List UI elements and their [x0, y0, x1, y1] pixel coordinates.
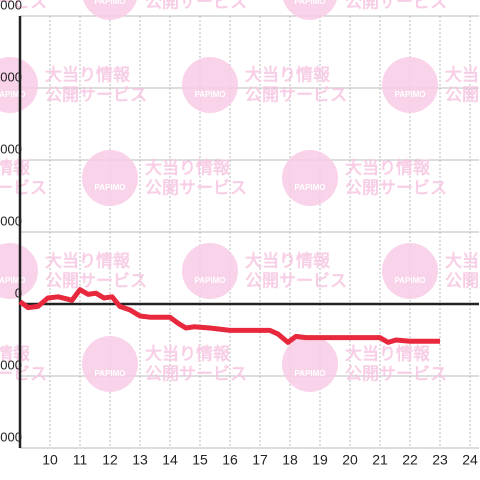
- watermark-logo-text: PAPIMO: [295, 0, 326, 6]
- series-line: [18, 287, 440, 345]
- watermark-logo: [382, 57, 438, 113]
- watermark-text: 公開サービス: [0, 364, 47, 383]
- watermark-logo: [283, 0, 337, 20]
- watermark-text: 大当り情報: [445, 250, 480, 270]
- y-tick-label: 0: [15, 285, 22, 300]
- watermark-text: 公開サービス: [345, 178, 447, 197]
- watermark-logo-text: PAPIMO: [295, 183, 326, 192]
- watermark-text: 大当り情報: [345, 343, 431, 363]
- watermark-text: 公開サービス: [245, 271, 347, 290]
- watermark-text: 公開サービス: [345, 0, 447, 11]
- y-tick-label: -6,000: [0, 429, 22, 444]
- watermark-logo-text: PAPIMO: [0, 90, 25, 99]
- watermark-logo: [182, 243, 238, 299]
- watermark-text: 公開サービス: [0, 178, 47, 197]
- watermark-text: 大当り情報: [45, 64, 131, 84]
- watermark-logo: [83, 0, 137, 20]
- watermark-logo: [282, 336, 338, 392]
- x-tick-label: 24: [462, 452, 478, 468]
- x-tick-label: 15: [192, 452, 208, 468]
- y-tick-label: 9,000: [0, 69, 22, 84]
- watermark-text: 大当り情報: [245, 64, 331, 84]
- watermark-logo-text: PAPIMO: [295, 369, 326, 378]
- watermark-logo-text: PAPIMO: [395, 90, 426, 99]
- x-tick-label: 12: [102, 452, 118, 468]
- watermark-logo-text: PAPIMO: [0, 276, 25, 285]
- y-tick-label: 6,000: [0, 141, 22, 156]
- x-tick-label: 16: [222, 452, 238, 468]
- x-tick-label: 14: [162, 452, 178, 468]
- watermark-text: 公開サービス: [245, 85, 347, 104]
- watermark-text: 公開サービス: [445, 271, 480, 290]
- x-tick-label: 18: [282, 452, 298, 468]
- watermark-logo-text: PAPIMO: [195, 90, 226, 99]
- watermark-text: 大当り情報: [345, 157, 431, 177]
- x-tick-label: 10: [42, 452, 58, 468]
- watermark-logo: [382, 243, 438, 299]
- x-tick-label: 17: [252, 452, 268, 468]
- watermark-text: 公開サービス: [345, 364, 447, 383]
- watermark-text: 公開サービス: [145, 364, 247, 383]
- watermark-logo-text: PAPIMO: [395, 276, 426, 285]
- watermark-text: 大当り情報: [0, 343, 31, 363]
- watermark-text: 公開サービス: [445, 85, 480, 104]
- watermark-logo-text: PAPIMO: [95, 183, 126, 192]
- y-tick-label: 3,000: [0, 213, 22, 228]
- watermark-text: 公開サービス: [145, 178, 247, 197]
- x-tick-label: 21: [372, 452, 388, 468]
- watermark-text: 公開サービス: [0, 0, 47, 11]
- x-tick-label: 11: [73, 452, 88, 468]
- watermark-text: 大当り情報: [445, 64, 480, 84]
- watermark-text: 公開サービス: [45, 85, 147, 104]
- y-tick-label: 12,000: [0, 0, 22, 12]
- watermark-text: 大当り情報: [145, 343, 231, 363]
- watermark-text: 公開サービス: [45, 271, 147, 290]
- x-tick-label: 19: [312, 452, 328, 468]
- watermark-logo-text: PAPIMO: [195, 276, 226, 285]
- watermark: PAPIMO大当り情報公開サービスPAPIMO大当り情報公開サービスPAPIMO…: [0, 0, 480, 392]
- watermark-logo: [182, 57, 238, 113]
- watermark-logo-text: PAPIMO: [95, 369, 126, 378]
- watermark-text: 大当り情報: [145, 157, 231, 177]
- y-tick-label: -3,000: [0, 357, 22, 372]
- x-tick-label: 22: [402, 452, 418, 468]
- watermark-text: 大当り情報: [0, 157, 31, 177]
- watermark-logo: [282, 150, 338, 206]
- x-tick-label: 20: [342, 452, 358, 468]
- watermark-text: 大当り情報: [45, 250, 131, 270]
- x-tick-label: 23: [432, 452, 448, 468]
- watermark-text: 大当り情報: [245, 250, 331, 270]
- watermark-logo: [82, 336, 138, 392]
- watermark-logo: [82, 150, 138, 206]
- watermark-logo-text: PAPIMO: [95, 0, 126, 6]
- x-tick-label: 13: [132, 452, 148, 468]
- watermark-text: 公開サービス: [145, 0, 247, 11]
